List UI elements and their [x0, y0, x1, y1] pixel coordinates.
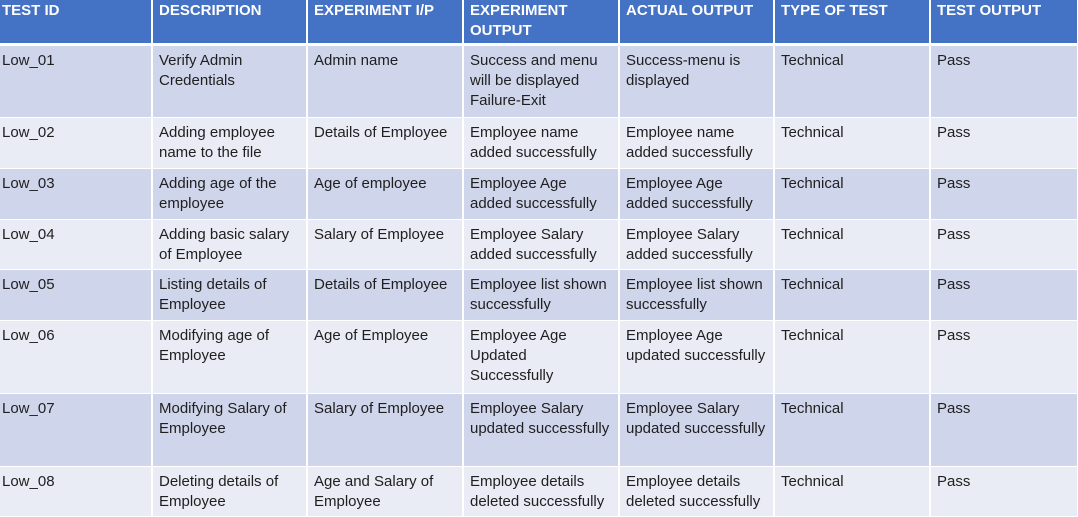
cell-actual-output: Success-menu is displayed	[619, 44, 775, 118]
cell-type-of-test: Technical	[774, 466, 931, 517]
cell-actual-output: Employee list shown successfully	[619, 269, 775, 321]
cell-experiment-output: Employee Salary added successfully	[463, 219, 620, 270]
cell-experiment-output: Employee Salary updated successfully	[463, 393, 620, 467]
cell-test-output: Pass	[930, 269, 1078, 321]
cell-test-output: Pass	[930, 466, 1078, 517]
cell-test-id: Low_06	[0, 320, 153, 394]
cell-actual-output: Employee Salary added successfully	[619, 219, 775, 270]
header-actual-output: ACTUAL OUTPUT	[619, 0, 775, 46]
table-row: Low_02 Adding employee name to the file …	[0, 117, 1078, 169]
cell-experiment-input: Age and Salary of Employee	[307, 466, 464, 517]
table-row: Low_05 Listing details of Employee Detai…	[0, 269, 1078, 321]
cell-test-id: Low_01	[0, 44, 153, 118]
header-type-of-test: TYPE OF TEST	[774, 0, 931, 46]
cell-type-of-test: Technical	[774, 269, 931, 321]
cell-experiment-input: Details of Employee	[307, 117, 464, 169]
cell-experiment-output: Success and menu will be displayed Failu…	[463, 44, 620, 118]
cell-description: Deleting details of Employee	[152, 466, 308, 517]
cell-experiment-output: Employee Age Updated Successfully	[463, 320, 620, 394]
cell-experiment-input: Salary of Employee	[307, 219, 464, 270]
cell-test-output: Pass	[930, 393, 1078, 467]
header-experiment-input: EXPERIMENT I/P	[307, 0, 464, 46]
cell-experiment-input: Age of Employee	[307, 320, 464, 394]
cell-experiment-output: Employee list shown successfully	[463, 269, 620, 321]
cell-actual-output: Employee Salary updated successfully	[619, 393, 775, 467]
cell-type-of-test: Technical	[774, 320, 931, 394]
cell-experiment-input: Age of employee	[307, 168, 464, 220]
cell-test-id: Low_02	[0, 117, 153, 169]
cell-description: Listing details of Employee	[152, 269, 308, 321]
cell-experiment-output: Employee details deleted successfully	[463, 466, 620, 517]
cell-actual-output: Employee name added successfully	[619, 117, 775, 169]
header-description: DESCRIPTION	[152, 0, 308, 46]
cell-type-of-test: Technical	[774, 219, 931, 270]
table-row: Low_03 Adding age of the employee Age of…	[0, 168, 1078, 220]
header-experiment-output: EXPERIMENT OUTPUT	[463, 0, 620, 46]
cell-experiment-input: Admin name	[307, 44, 464, 118]
cell-description: Modifying age of Employee	[152, 320, 308, 394]
cell-description: Verify Admin Credentials	[152, 44, 308, 118]
table-row: Low_08 Deleting details of Employee Age …	[0, 466, 1078, 517]
cell-actual-output: Employee Age added successfully	[619, 168, 775, 220]
header-row: TEST ID DESCRIPTION EXPERIMENT I/P EXPER…	[0, 0, 1078, 46]
cell-experiment-input: Salary of Employee	[307, 393, 464, 467]
table-row: Low_01 Verify Admin Credentials Admin na…	[0, 44, 1078, 118]
cell-test-id: Low_04	[0, 219, 153, 270]
cell-description: Adding basic salary of Employee	[152, 219, 308, 270]
cell-test-id: Low_07	[0, 393, 153, 467]
cell-type-of-test: Technical	[774, 44, 931, 118]
header-test-output: TEST OUTPUT	[930, 0, 1078, 46]
cell-actual-output: Employee Age updated successfully	[619, 320, 775, 394]
table-row: Low_07 Modifying Salary of Employee Sala…	[0, 393, 1078, 467]
header-test-id: TEST ID	[0, 0, 153, 46]
cell-test-output: Pass	[930, 320, 1078, 394]
cell-test-output: Pass	[930, 117, 1078, 169]
cell-description: Adding employee name to the file	[152, 117, 308, 169]
table-row: Low_06 Modifying age of Employee Age of …	[0, 320, 1078, 394]
cell-type-of-test: Technical	[774, 168, 931, 220]
cell-description: Modifying Salary of Employee	[152, 393, 308, 467]
cell-actual-output: Employee details deleted successfully	[619, 466, 775, 517]
cell-test-output: Pass	[930, 219, 1078, 270]
cell-test-id: Low_08	[0, 466, 153, 517]
cell-test-output: Pass	[930, 168, 1078, 220]
cell-experiment-output: Employee name added successfully	[463, 117, 620, 169]
cell-test-id: Low_03	[0, 168, 153, 220]
cell-experiment-input: Details of Employee	[307, 269, 464, 321]
cell-type-of-test: Technical	[774, 393, 931, 467]
cell-experiment-output: Employee Age added successfully	[463, 168, 620, 220]
cell-test-output: Pass	[930, 44, 1078, 118]
cell-type-of-test: Technical	[774, 117, 931, 169]
cell-description: Adding age of the employee	[152, 168, 308, 220]
table-row: Low_04 Adding basic salary of Employee S…	[0, 219, 1078, 270]
cell-test-id: Low_05	[0, 269, 153, 321]
